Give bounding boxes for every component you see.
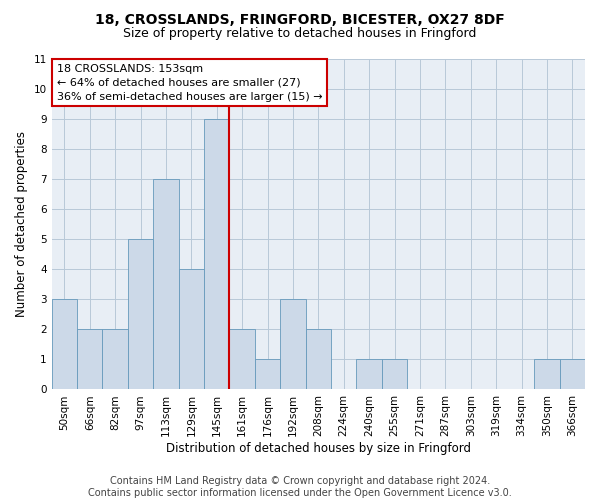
Bar	[52, 300, 77, 390]
Bar	[204, 119, 229, 390]
Bar	[356, 360, 382, 390]
Text: Size of property relative to detached houses in Fringford: Size of property relative to detached ho…	[124, 28, 476, 40]
Bar	[153, 179, 179, 390]
Bar	[280, 300, 305, 390]
Bar	[179, 270, 204, 390]
Text: Contains HM Land Registry data © Crown copyright and database right 2024.
Contai: Contains HM Land Registry data © Crown c…	[88, 476, 512, 498]
Bar	[534, 360, 560, 390]
Bar	[382, 360, 407, 390]
Bar	[560, 360, 585, 390]
Y-axis label: Number of detached properties: Number of detached properties	[15, 131, 28, 317]
Bar	[103, 330, 128, 390]
Bar	[305, 330, 331, 390]
Bar	[255, 360, 280, 390]
X-axis label: Distribution of detached houses by size in Fringford: Distribution of detached houses by size …	[166, 442, 471, 455]
Bar	[229, 330, 255, 390]
Text: 18 CROSSLANDS: 153sqm
← 64% of detached houses are smaller (27)
36% of semi-deta: 18 CROSSLANDS: 153sqm ← 64% of detached …	[57, 64, 322, 102]
Bar	[128, 240, 153, 390]
Text: 18, CROSSLANDS, FRINGFORD, BICESTER, OX27 8DF: 18, CROSSLANDS, FRINGFORD, BICESTER, OX2…	[95, 12, 505, 26]
Bar	[77, 330, 103, 390]
